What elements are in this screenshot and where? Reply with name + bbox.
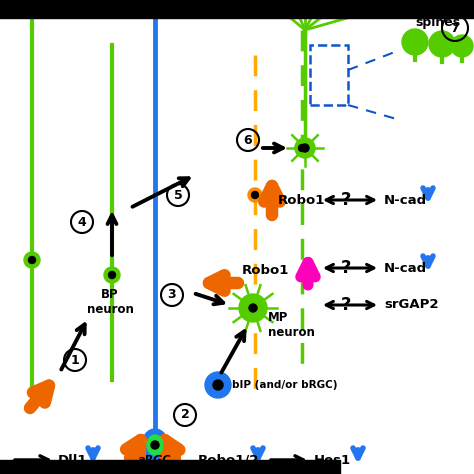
Text: N-cad: N-cad [384, 193, 427, 207]
Circle shape [295, 138, 315, 158]
Text: 4: 4 [78, 216, 86, 228]
Text: ?: ? [341, 259, 351, 277]
Circle shape [239, 294, 267, 322]
Circle shape [249, 304, 257, 312]
Text: Robo1/2: Robo1/2 [198, 454, 259, 466]
Text: 6: 6 [244, 134, 252, 146]
Circle shape [402, 29, 428, 55]
Text: 1: 1 [71, 354, 79, 366]
Text: 2: 2 [181, 409, 190, 421]
Circle shape [28, 256, 36, 264]
Circle shape [299, 145, 306, 152]
Circle shape [151, 441, 159, 449]
Text: Robo1: Robo1 [242, 264, 289, 276]
Circle shape [451, 35, 473, 57]
Text: srGAP2: srGAP2 [384, 299, 438, 311]
Text: ?: ? [341, 191, 351, 209]
Text: spines: spines [415, 16, 461, 28]
Text: ?: ? [341, 296, 351, 314]
Circle shape [301, 144, 309, 152]
Circle shape [109, 272, 116, 279]
Circle shape [295, 141, 309, 155]
Text: BP
neuron: BP neuron [87, 288, 134, 316]
Text: 3: 3 [168, 289, 176, 301]
Text: MP
neuron: MP neuron [268, 311, 315, 339]
Text: Robo1: Robo1 [278, 193, 325, 207]
Circle shape [248, 188, 262, 202]
Circle shape [104, 267, 120, 283]
Ellipse shape [142, 429, 168, 461]
Circle shape [205, 372, 231, 398]
Bar [310, 45, 348, 105]
Text: aRGC: aRGC [138, 455, 172, 465]
Text: Hes1: Hes1 [314, 454, 351, 466]
Circle shape [24, 252, 40, 268]
Circle shape [429, 31, 455, 57]
Text: N-cad: N-cad [384, 262, 427, 274]
Text: Dll1: Dll1 [58, 454, 88, 466]
Text: 5: 5 [173, 189, 182, 201]
Text: bIP (and/or bRGC): bIP (and/or bRGC) [232, 380, 337, 390]
Circle shape [252, 191, 258, 199]
Ellipse shape [147, 435, 163, 455]
Text: 7: 7 [451, 21, 459, 35]
Circle shape [213, 380, 223, 390]
